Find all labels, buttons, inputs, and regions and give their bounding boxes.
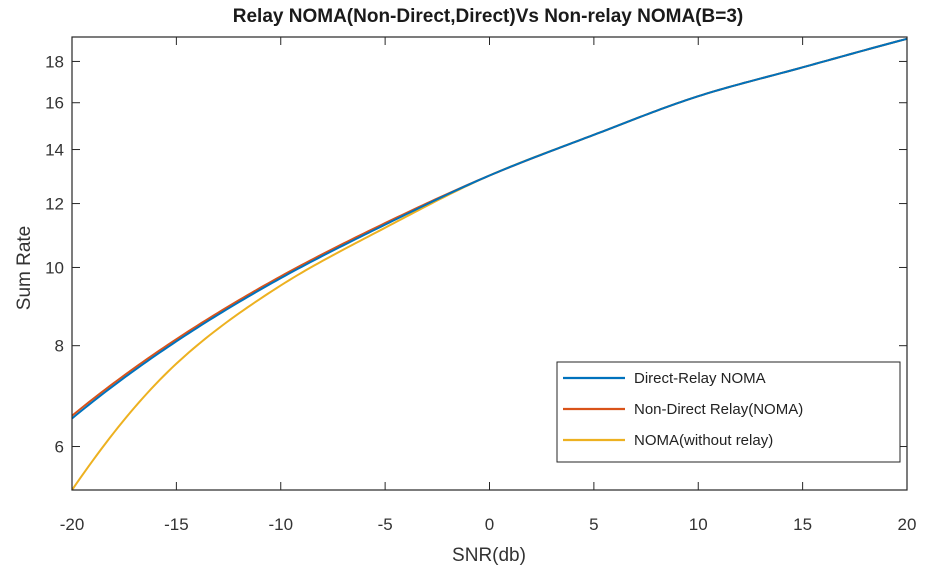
x-tick-label-8: 20 xyxy=(898,515,917,534)
series-lines xyxy=(71,37,908,491)
y-tick-labels: 6 8 10 12 14 16 18 xyxy=(45,52,64,456)
y-axis-label: Sum Rate xyxy=(14,226,35,310)
chart-title: Relay NOMA(Non-Direct,Direct)Vs Non-rela… xyxy=(233,6,743,27)
x-tick-labels: -20 -15 -10 -5 0 5 10 15 20 xyxy=(60,515,917,534)
legend-entry-1: Non-Direct Relay(NOMA) xyxy=(634,401,803,418)
y-tick-label-4: 14 xyxy=(45,141,64,160)
y-tick-label-6: 18 xyxy=(45,52,64,71)
y-tick-label-2: 10 xyxy=(45,258,64,277)
y-tick-label-0: 6 xyxy=(55,438,64,457)
axis-ticks xyxy=(71,37,908,490)
y-tick-label-3: 12 xyxy=(45,195,64,214)
legend-entry-2: NOMA(without relay) xyxy=(634,432,773,449)
x-tick-label-3: -5 xyxy=(378,515,393,534)
x-tick-label-6: 10 xyxy=(689,515,708,534)
x-axis-label: SNR(db) xyxy=(452,545,526,566)
x-tick-label-7: 15 xyxy=(793,515,812,534)
x-tick-label-0: -20 xyxy=(60,515,85,534)
x-tick-label-2: -10 xyxy=(268,515,293,534)
legend-entry-0: Direct-Relay NOMA xyxy=(634,370,766,387)
x-tick-label-4: 0 xyxy=(485,515,494,534)
x-tick-label-5: 5 xyxy=(589,515,598,534)
y-tick-label-5: 16 xyxy=(45,94,64,113)
series-line-0 xyxy=(71,37,908,420)
chart-legend: Direct-Relay NOMA Non-Direct Relay(NOMA) N… xyxy=(556,361,901,463)
x-tick-label-1: -15 xyxy=(164,515,189,534)
y-tick-label-1: 8 xyxy=(55,337,64,356)
